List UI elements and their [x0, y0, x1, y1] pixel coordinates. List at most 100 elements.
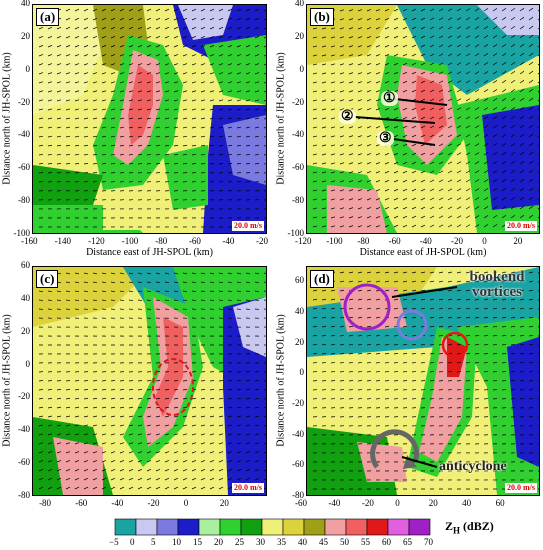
wind-arrow [83, 380, 89, 382]
wind-arrow [236, 90, 242, 93]
wind-arrow [209, 397, 215, 400]
wind-arrow [74, 72, 80, 75]
wind-arrow [200, 272, 206, 275]
wind-arrow [420, 188, 426, 192]
wind-arrow [92, 35, 98, 39]
wind-arrow [348, 81, 354, 84]
wind-arrow [56, 117, 62, 120]
wind-arrow [492, 116, 498, 120]
wind-arrow [182, 460, 188, 463]
wind-arrow [465, 170, 471, 174]
wind-arrow [47, 163, 53, 165]
wind-arrow [155, 281, 161, 284]
wind-arrow [164, 281, 170, 284]
wind-arrow [339, 45, 345, 48]
wind-arrow [447, 170, 453, 174]
wind-arrow [74, 380, 80, 382]
wind-arrow [519, 43, 525, 48]
wind-arrow [330, 180, 336, 183]
wind-scale-b: 20.0 m/s [505, 221, 537, 231]
wind-arrow [227, 272, 233, 275]
wind-arrow [348, 316, 354, 319]
wind-arrow [47, 144, 53, 147]
wind-arrow [321, 36, 327, 39]
wind-arrow [155, 424, 161, 427]
wind-arrow [56, 135, 62, 138]
wind-arrow [474, 116, 480, 120]
wind-arrow [245, 460, 251, 463]
wind-arrow [537, 290, 539, 292]
wind-arrow [375, 216, 381, 219]
wind-arrow [137, 415, 143, 418]
wind-arrow [236, 126, 242, 129]
wind-arrow [474, 44, 480, 48]
wind-arrow [263, 54, 266, 57]
wind-arrow [128, 26, 134, 30]
wind-arrow [128, 397, 134, 400]
wind-arrow [146, 299, 152, 301]
wind-arrow [83, 397, 89, 400]
wind-arrow [38, 99, 44, 102]
wind-arrow [438, 334, 444, 337]
light-blue-region [178, 5, 233, 40]
wind-arrow [420, 80, 426, 84]
wind-arrow [56, 108, 62, 111]
wind-arrow [209, 72, 215, 75]
wind-arrow [510, 169, 516, 174]
y-tick-label: 20 [295, 336, 304, 347]
wind-arrow [110, 90, 116, 93]
wind-arrow [429, 161, 435, 165]
wind-arrow [465, 89, 471, 93]
wind-arrow [38, 486, 44, 490]
wind-arrow [128, 451, 134, 454]
wind-arrow [227, 54, 233, 57]
wind-arrow [456, 152, 462, 156]
wind-arrow [263, 27, 266, 30]
wind-arrow [348, 380, 354, 382]
wind-arrow [411, 26, 417, 30]
wind-arrow [65, 272, 71, 275]
wind-arrow [492, 62, 498, 66]
wind-arrow [164, 163, 170, 165]
wind-arrow [366, 316, 372, 319]
wind-arrow [92, 135, 98, 138]
wind-arrow [263, 45, 266, 48]
wind-arrow [191, 45, 197, 48]
wind-arrow [47, 389, 53, 391]
x-axis-label-b: Distance east of JH-SPOL (km) [359, 247, 487, 258]
wind-arrow [429, 325, 435, 328]
wind-arrow [65, 35, 71, 39]
wind-arrow [65, 451, 71, 454]
wind-arrow [146, 272, 152, 275]
wind-arrow [438, 44, 444, 48]
wind-arrow [146, 117, 152, 120]
wind-arrow [119, 406, 125, 409]
wind-arrow [483, 298, 489, 301]
wind-arrow [101, 299, 107, 301]
wind-arrow [447, 197, 453, 201]
wind-arrow [254, 477, 260, 481]
wind-arrow [357, 362, 363, 364]
wind-arrow [218, 299, 224, 301]
wind-arrow [263, 407, 266, 409]
x-tick-label: -60 [295, 498, 307, 508]
wind-arrow [357, 316, 363, 319]
wind-arrow [429, 371, 435, 373]
wind-arrow [483, 116, 489, 120]
wind-arrow [474, 107, 480, 111]
wind-arrow [429, 307, 435, 310]
x-tick-label: -40 [419, 236, 432, 246]
wind-arrow [474, 197, 480, 201]
wind-arrow [56, 126, 62, 129]
wind-arrow [173, 72, 179, 75]
plot-area-d: (d) 20.0 m/s bookend vortices anticyclon… [306, 266, 540, 496]
wind-arrow [83, 26, 89, 30]
wind-arrow [101, 389, 107, 391]
wind-arrow [456, 380, 462, 382]
wind-arrow [92, 72, 98, 75]
wind-arrow [474, 188, 480, 192]
wind-arrow [110, 108, 116, 111]
wind-arrow [92, 26, 98, 30]
wind-arrow [92, 460, 98, 463]
wind-arrow [263, 9, 266, 12]
